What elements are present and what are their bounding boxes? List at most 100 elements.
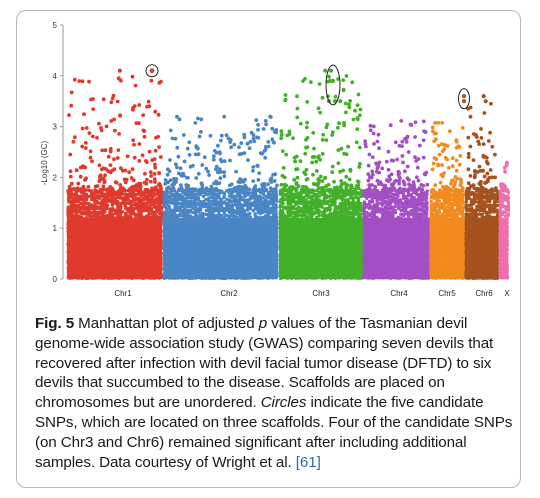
- snp-point: [132, 155, 137, 160]
- snp-point: [270, 137, 275, 142]
- snp-point: [103, 173, 107, 178]
- snp-point: [119, 204, 123, 209]
- snp-point: [72, 77, 77, 82]
- snp-point: [218, 176, 223, 181]
- snp-point: [251, 136, 256, 141]
- snp-point: [175, 114, 179, 119]
- snp-point: [110, 186, 114, 191]
- snp-point: [268, 114, 272, 119]
- snp-point: [158, 155, 163, 159]
- snp-point: [88, 155, 93, 160]
- snp-point: [211, 157, 216, 162]
- snp-point: [148, 179, 153, 184]
- snp-point: [227, 183, 232, 188]
- snp-point: [113, 128, 117, 133]
- snp-point: [136, 181, 141, 186]
- snp-point: [89, 210, 94, 215]
- snp-point: [152, 172, 157, 176]
- snp-point: [209, 184, 214, 189]
- snp-point: [203, 188, 207, 193]
- snp-point: [172, 182, 176, 187]
- snp-point: [118, 186, 123, 191]
- snp-point: [91, 97, 95, 101]
- snp-point: [87, 131, 92, 135]
- snp-point: [207, 173, 212, 178]
- snp-point: [68, 152, 73, 157]
- snp-point: [89, 189, 94, 193]
- snp-point: [115, 99, 120, 104]
- snp-point: [137, 159, 142, 163]
- snp-point: [157, 171, 162, 176]
- snp-point: [122, 187, 126, 192]
- snp-point: [95, 184, 100, 188]
- snp-point: [270, 187, 275, 192]
- snp-point: [111, 207, 115, 211]
- snp-point: [73, 135, 77, 140]
- snp-point: [256, 128, 260, 132]
- snp-point: [261, 196, 265, 200]
- snp-point: [247, 146, 252, 151]
- y-tick-label: 5: [53, 21, 58, 30]
- snp-point: [87, 79, 91, 84]
- snp-point: [106, 154, 111, 159]
- snp-point: [204, 166, 209, 171]
- snp-point: [152, 157, 157, 162]
- snp-point: [80, 79, 85, 84]
- snp-point: [189, 214, 193, 218]
- snp-point: [258, 151, 263, 156]
- snp-point: [195, 146, 200, 151]
- snp-point: [229, 145, 234, 150]
- snp-point: [112, 167, 117, 172]
- snp-point: [104, 167, 108, 171]
- snp-point: [251, 169, 255, 173]
- snp-point: [69, 103, 74, 108]
- snp-point: [273, 172, 278, 177]
- snp-point: [199, 181, 204, 186]
- snp-point: [116, 148, 121, 153]
- snp-point: [140, 153, 145, 158]
- snp-point: [255, 164, 260, 168]
- snp-point: [219, 133, 224, 138]
- snp-point: [222, 114, 227, 119]
- y-axis-title: -Log10 (GC): [40, 140, 49, 185]
- snp-point: [178, 193, 182, 197]
- snp-point: [245, 141, 250, 146]
- snp-point: [152, 177, 157, 182]
- snp-point: [142, 134, 147, 139]
- snp-point: [272, 140, 276, 145]
- snp-point: [168, 158, 172, 162]
- snp-point: [257, 171, 262, 176]
- snp-point: [196, 116, 200, 121]
- snp-point: [78, 174, 83, 179]
- snp-point: [199, 130, 203, 134]
- snp-point: [127, 170, 131, 175]
- snp-point: [75, 186, 80, 191]
- snp-point: [147, 104, 152, 109]
- snp-point: [227, 198, 232, 202]
- snp-point: [232, 142, 237, 147]
- snp-point: [79, 194, 83, 198]
- snp-point: [231, 187, 236, 192]
- snp-point: [241, 180, 246, 184]
- snp-point: [153, 148, 158, 153]
- snp-point: [77, 214, 81, 218]
- snp-point: [76, 181, 81, 186]
- snp-point: [272, 179, 277, 183]
- snp-point: [163, 182, 168, 186]
- snp-point: [153, 162, 157, 167]
- snp-point: [270, 126, 275, 131]
- snp-point: [175, 145, 180, 150]
- snp-point: [266, 140, 271, 144]
- snp-point: [256, 135, 261, 140]
- snp-point: [185, 146, 190, 151]
- snp-point: [67, 113, 71, 117]
- snp-point: [264, 122, 268, 127]
- snp-point: [117, 68, 122, 73]
- snp-point: [226, 136, 231, 141]
- snp-point: [137, 103, 142, 107]
- snp-point: [181, 133, 186, 137]
- snp-point: [246, 158, 250, 163]
- snp-point: [67, 184, 72, 189]
